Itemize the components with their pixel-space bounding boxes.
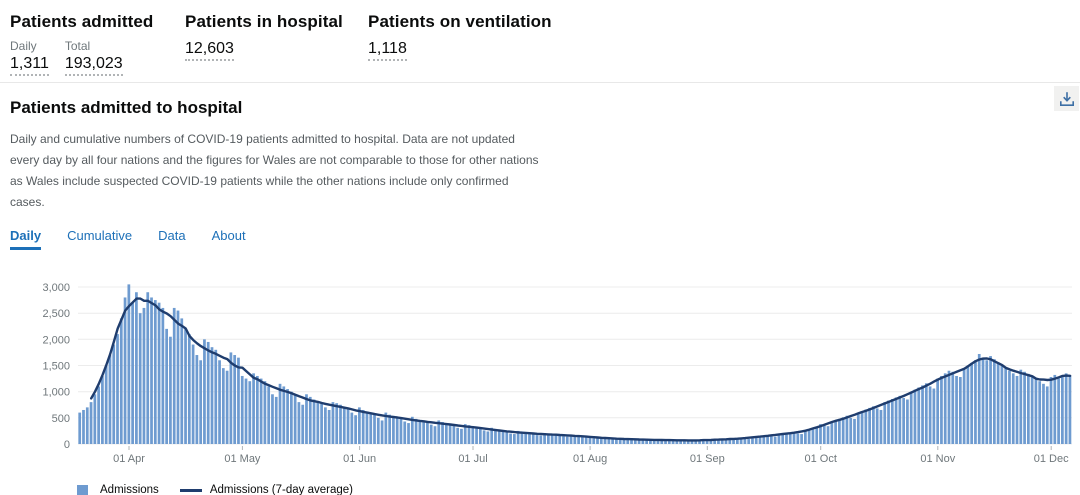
svg-text:01 Sep: 01 Sep: [690, 453, 725, 465]
admissions-swatch: [77, 484, 88, 495]
svg-text:01 Oct: 01 Oct: [804, 453, 836, 465]
admissions-chart[interactable]: 0 500 1,000 1,500 2,000 2,500 3,000 01 Apr 01 Ma…: [10, 272, 1080, 472]
svg-text:0: 0: [64, 439, 70, 451]
stat-admitted-daily: Daily 1,311: [10, 39, 49, 76]
stat-in-hospital-value[interactable]: 12,603: [185, 40, 234, 61]
card-title: Patients admitted to hospital: [10, 98, 243, 117]
stat-total-value[interactable]: 193,023: [64, 55, 123, 76]
stat-ventilation-value[interactable]: 1,118: [368, 40, 407, 61]
stat-patients-admitted: Patients admitted Daily 1,311 Total 193,…: [10, 12, 185, 82]
card-description: Daily and cumulative numbers of COVID-19…: [10, 132, 539, 209]
stat-title-in-hospital: Patients in hospital: [185, 12, 343, 31]
svg-text:2,000: 2,000: [42, 334, 70, 346]
stat-title-ventilation: Patients on ventilation: [368, 12, 552, 31]
download-button[interactable]: [1054, 86, 1079, 111]
tab-cumulative[interactable]: Cumulative: [67, 228, 133, 243]
chart-tabs: Daily Cumulative Data About: [10, 228, 1070, 250]
stat-total-label: Total: [64, 39, 91, 53]
headline-stats: Patients admitted Daily 1,311 Total 193,…: [0, 0, 1080, 83]
download-icon: [1059, 91, 1074, 106]
svg-text:1,500: 1,500: [42, 361, 70, 373]
svg-text:01 Jun: 01 Jun: [343, 453, 376, 465]
svg-text:01 Nov: 01 Nov: [920, 453, 955, 465]
stat-title-admitted: Patients admitted: [10, 12, 154, 31]
svg-text:01 Jul: 01 Jul: [458, 453, 487, 465]
tab-about[interactable]: About: [211, 228, 246, 243]
legend-average-label: Admissions (7-day average): [209, 484, 353, 495]
stat-patients-on-ventilation: Patients on ventilation 1,118: [368, 12, 552, 82]
chart-area: 0 500 1,000 1,500 2,000 2,500 3,000 01 Apr 01 Ma…: [10, 272, 1072, 477]
svg-text:1,000: 1,000: [42, 387, 70, 399]
tab-daily[interactable]: Daily: [10, 228, 42, 250]
admissions-card: Patients admitted to hospital Daily and …: [0, 83, 1080, 495]
stat-patients-in-hospital: Patients in hospital 12,603: [185, 12, 368, 82]
stat-daily-value[interactable]: 1,311: [10, 55, 49, 76]
svg-text:01 May: 01 May: [224, 453, 261, 465]
stat-admitted-total: Total 193,023: [64, 39, 123, 76]
svg-text:2,500: 2,500: [42, 308, 70, 320]
tab-data[interactable]: Data: [158, 228, 186, 243]
svg-text:500: 500: [52, 413, 70, 425]
svg-text:01 Apr: 01 Apr: [113, 453, 145, 465]
average-line-swatch: [179, 488, 202, 492]
svg-text:01 Dec: 01 Dec: [1034, 453, 1069, 465]
stat-daily-label: Daily: [10, 39, 37, 53]
svg-text:01 Aug: 01 Aug: [573, 453, 607, 465]
legend-admissions-label: Admissions: [100, 484, 159, 495]
svg-text:3,000: 3,000: [42, 282, 70, 294]
chart-legend: Admissions Admissions (7-day average): [77, 484, 1070, 495]
